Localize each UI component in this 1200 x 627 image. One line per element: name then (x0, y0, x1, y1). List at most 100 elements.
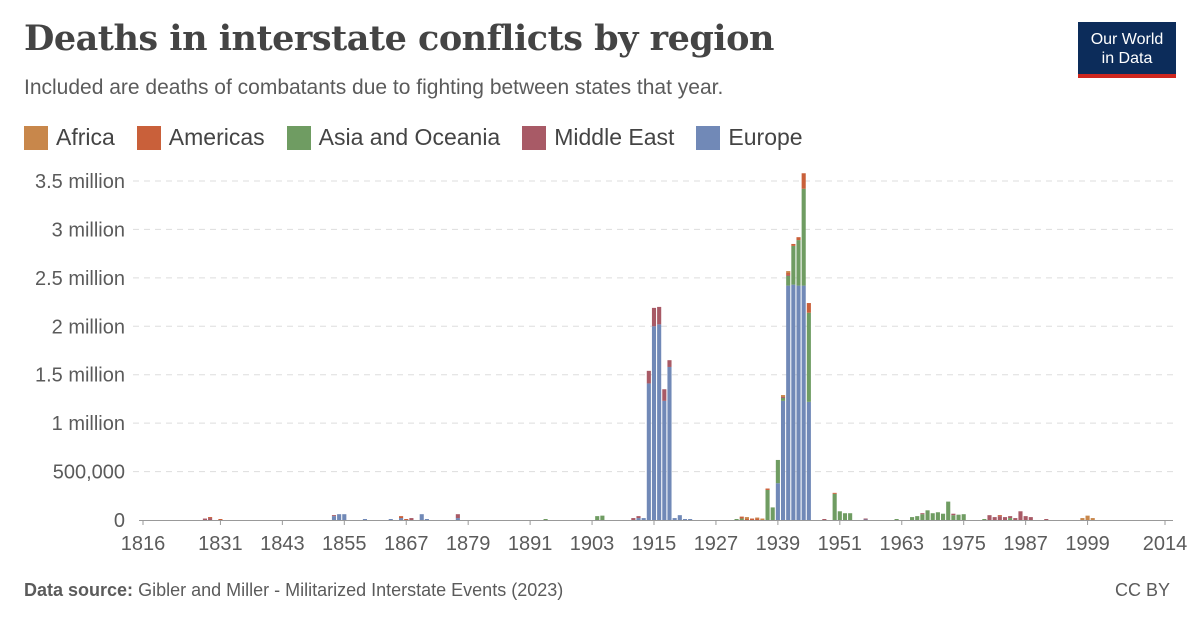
bar-europe-1916 (657, 324, 662, 520)
bar-americas-1944 (801, 173, 806, 189)
bar-asia-and-oceania-1894 (543, 519, 548, 520)
bar-asia-and-oceania-1971 (940, 513, 946, 520)
bar-asia-and-oceania-1962 (894, 519, 899, 520)
legend-swatch-americas (136, 125, 161, 150)
bar-americas-1831 (218, 519, 223, 520)
bar-europe-1917 (662, 400, 667, 520)
bar-americas-1982 (997, 515, 1002, 517)
bar-middle-east-1918 (667, 360, 672, 367)
legend-label-middle-east: Middle East (554, 124, 675, 150)
bar-americas-1950 (832, 492, 837, 494)
legend-item-americas[interactable]: Americas (136, 124, 265, 151)
bar-asia-and-oceania-1905 (600, 515, 605, 520)
legend-swatch-middle-east (522, 125, 547, 150)
bar-middle-east-1911 (631, 518, 636, 520)
bar-middle-east-1915 (651, 307, 657, 327)
x-tick-label: 1903 (570, 533, 615, 555)
data-source-text[interactable]: Gibler and Miller - Militarized Intersta… (138, 580, 564, 600)
bar-europe-1945 (806, 401, 811, 520)
bar-americas-1943 (796, 237, 801, 241)
bar-africa-1940 (780, 395, 786, 397)
bar-asia-and-oceania-1972 (946, 501, 951, 520)
bar-middle-east-1828 (202, 518, 207, 520)
bar-europe-1943 (796, 285, 801, 520)
bar-middle-east-1987 (1023, 516, 1028, 520)
data-source-label: Data source: (24, 580, 134, 600)
bar-europe-1918 (667, 366, 672, 520)
chart-legend: Africa Americas Asia and Oceania Middle … (24, 124, 825, 151)
x-tick-label: 1816 (121, 533, 166, 555)
x-tick-label: 1963 (880, 533, 925, 555)
bar-middle-east-1981 (992, 517, 997, 520)
legend-label-americas: Americas (168, 124, 265, 150)
bar-europe-1866 (399, 518, 404, 520)
bar-americas-1934 (750, 518, 755, 520)
legend-swatch-europe (696, 125, 721, 150)
owid-logo[interactable]: Our World in Data (1078, 22, 1176, 78)
legend-item-africa[interactable]: Africa (24, 124, 115, 151)
bar-middle-east-1980 (987, 515, 992, 520)
bar-africa-1998 (1080, 518, 1085, 520)
legend-item-europe[interactable]: Europe (696, 124, 803, 151)
bar-asia-and-oceania-1939 (775, 459, 780, 484)
bar-africa-1941 (786, 271, 791, 274)
bar-asia-and-oceania-1950 (832, 493, 837, 520)
x-tick-label: 1975 (941, 533, 986, 555)
bar-europe-1914 (646, 383, 651, 520)
bar-asia-and-oceania-1952 (842, 513, 848, 520)
logo-line-1: Our World (1090, 31, 1164, 48)
bar-asia-and-oceania-1973 (951, 515, 956, 520)
bar-asia-and-oceania-1974 (956, 514, 961, 520)
bar-asia-and-oceania-1945 (806, 312, 811, 402)
bar-europe-1941 (786, 285, 791, 520)
bar-europe-1855 (342, 514, 347, 520)
y-tick-label: 1.5 million (35, 365, 125, 387)
x-tick-label: 1831 (198, 533, 243, 555)
bar-asia-and-oceania-1969 (930, 513, 935, 520)
bar-asia-and-oceania-1937 (765, 489, 770, 520)
bar-asia-and-oceania-1904 (595, 516, 600, 520)
page-title: Deaths in interstate conflicts by region (24, 18, 774, 59)
y-tick-label: 0 (114, 510, 125, 532)
logo-line-2: in Data (1101, 50, 1153, 67)
x-tick-label: 1987 (1003, 533, 1048, 555)
bar-asia-and-oceania-1984 (1008, 518, 1013, 520)
bar-middle-east-1853 (331, 515, 337, 517)
bar-middle-east-1912 (636, 516, 641, 519)
bar-asia-and-oceania-1966 (915, 516, 920, 520)
bar-asia-and-oceania-1938 (770, 507, 775, 520)
bar-europe-1915 (651, 326, 657, 520)
bar-africa-1935 (755, 517, 760, 519)
bar-middle-east-1917 (662, 389, 667, 401)
bar-europe-1920 (677, 515, 682, 520)
legend-label-europe: Europe (728, 124, 803, 150)
bar-americas-1829 (208, 517, 213, 519)
bar-europe-1921 (682, 519, 688, 520)
bar-middle-east-1940 (780, 396, 786, 398)
bar-middle-east-1941 (786, 274, 791, 276)
bar-asia-and-oceania-1970 (935, 512, 940, 520)
bar-americas-1941 (786, 273, 791, 275)
legend-item-asia-oceania[interactable]: Asia and Oceania (286, 124, 500, 151)
bar-middle-east-1967 (920, 513, 925, 515)
bar-asia-and-oceania-1975 (961, 514, 966, 520)
bar-africa-1933 (744, 517, 749, 520)
license-label[interactable]: CC BY (1114, 580, 1170, 600)
bar-americas-1933 (744, 519, 749, 520)
bar-asia-and-oceania-1965 (910, 517, 915, 520)
bar-europe-1944 (801, 285, 806, 520)
bar-europe-1853 (331, 516, 337, 520)
bar-americas-1945 (806, 303, 811, 313)
x-tick-label: 1915 (632, 533, 677, 555)
x-tick-label: 1999 (1065, 533, 1110, 555)
legend-item-middle-east[interactable]: Middle East (522, 124, 674, 151)
bar-europe-1912 (636, 518, 641, 520)
x-tick-label: 1855 (322, 533, 367, 555)
bar-middle-east-1985 (1013, 518, 1018, 520)
bar-americas-1867 (404, 519, 409, 520)
x-tick-label: 1843 (260, 533, 305, 555)
stacked-bar-chart: 0 500,000 1 million 1.5 million 2 million 2.5… (35, 171, 1187, 555)
bar-europe-1864 (388, 519, 393, 520)
bar-middle-east-1868 (409, 518, 414, 520)
bar-asia-and-oceania-1942 (791, 245, 796, 285)
